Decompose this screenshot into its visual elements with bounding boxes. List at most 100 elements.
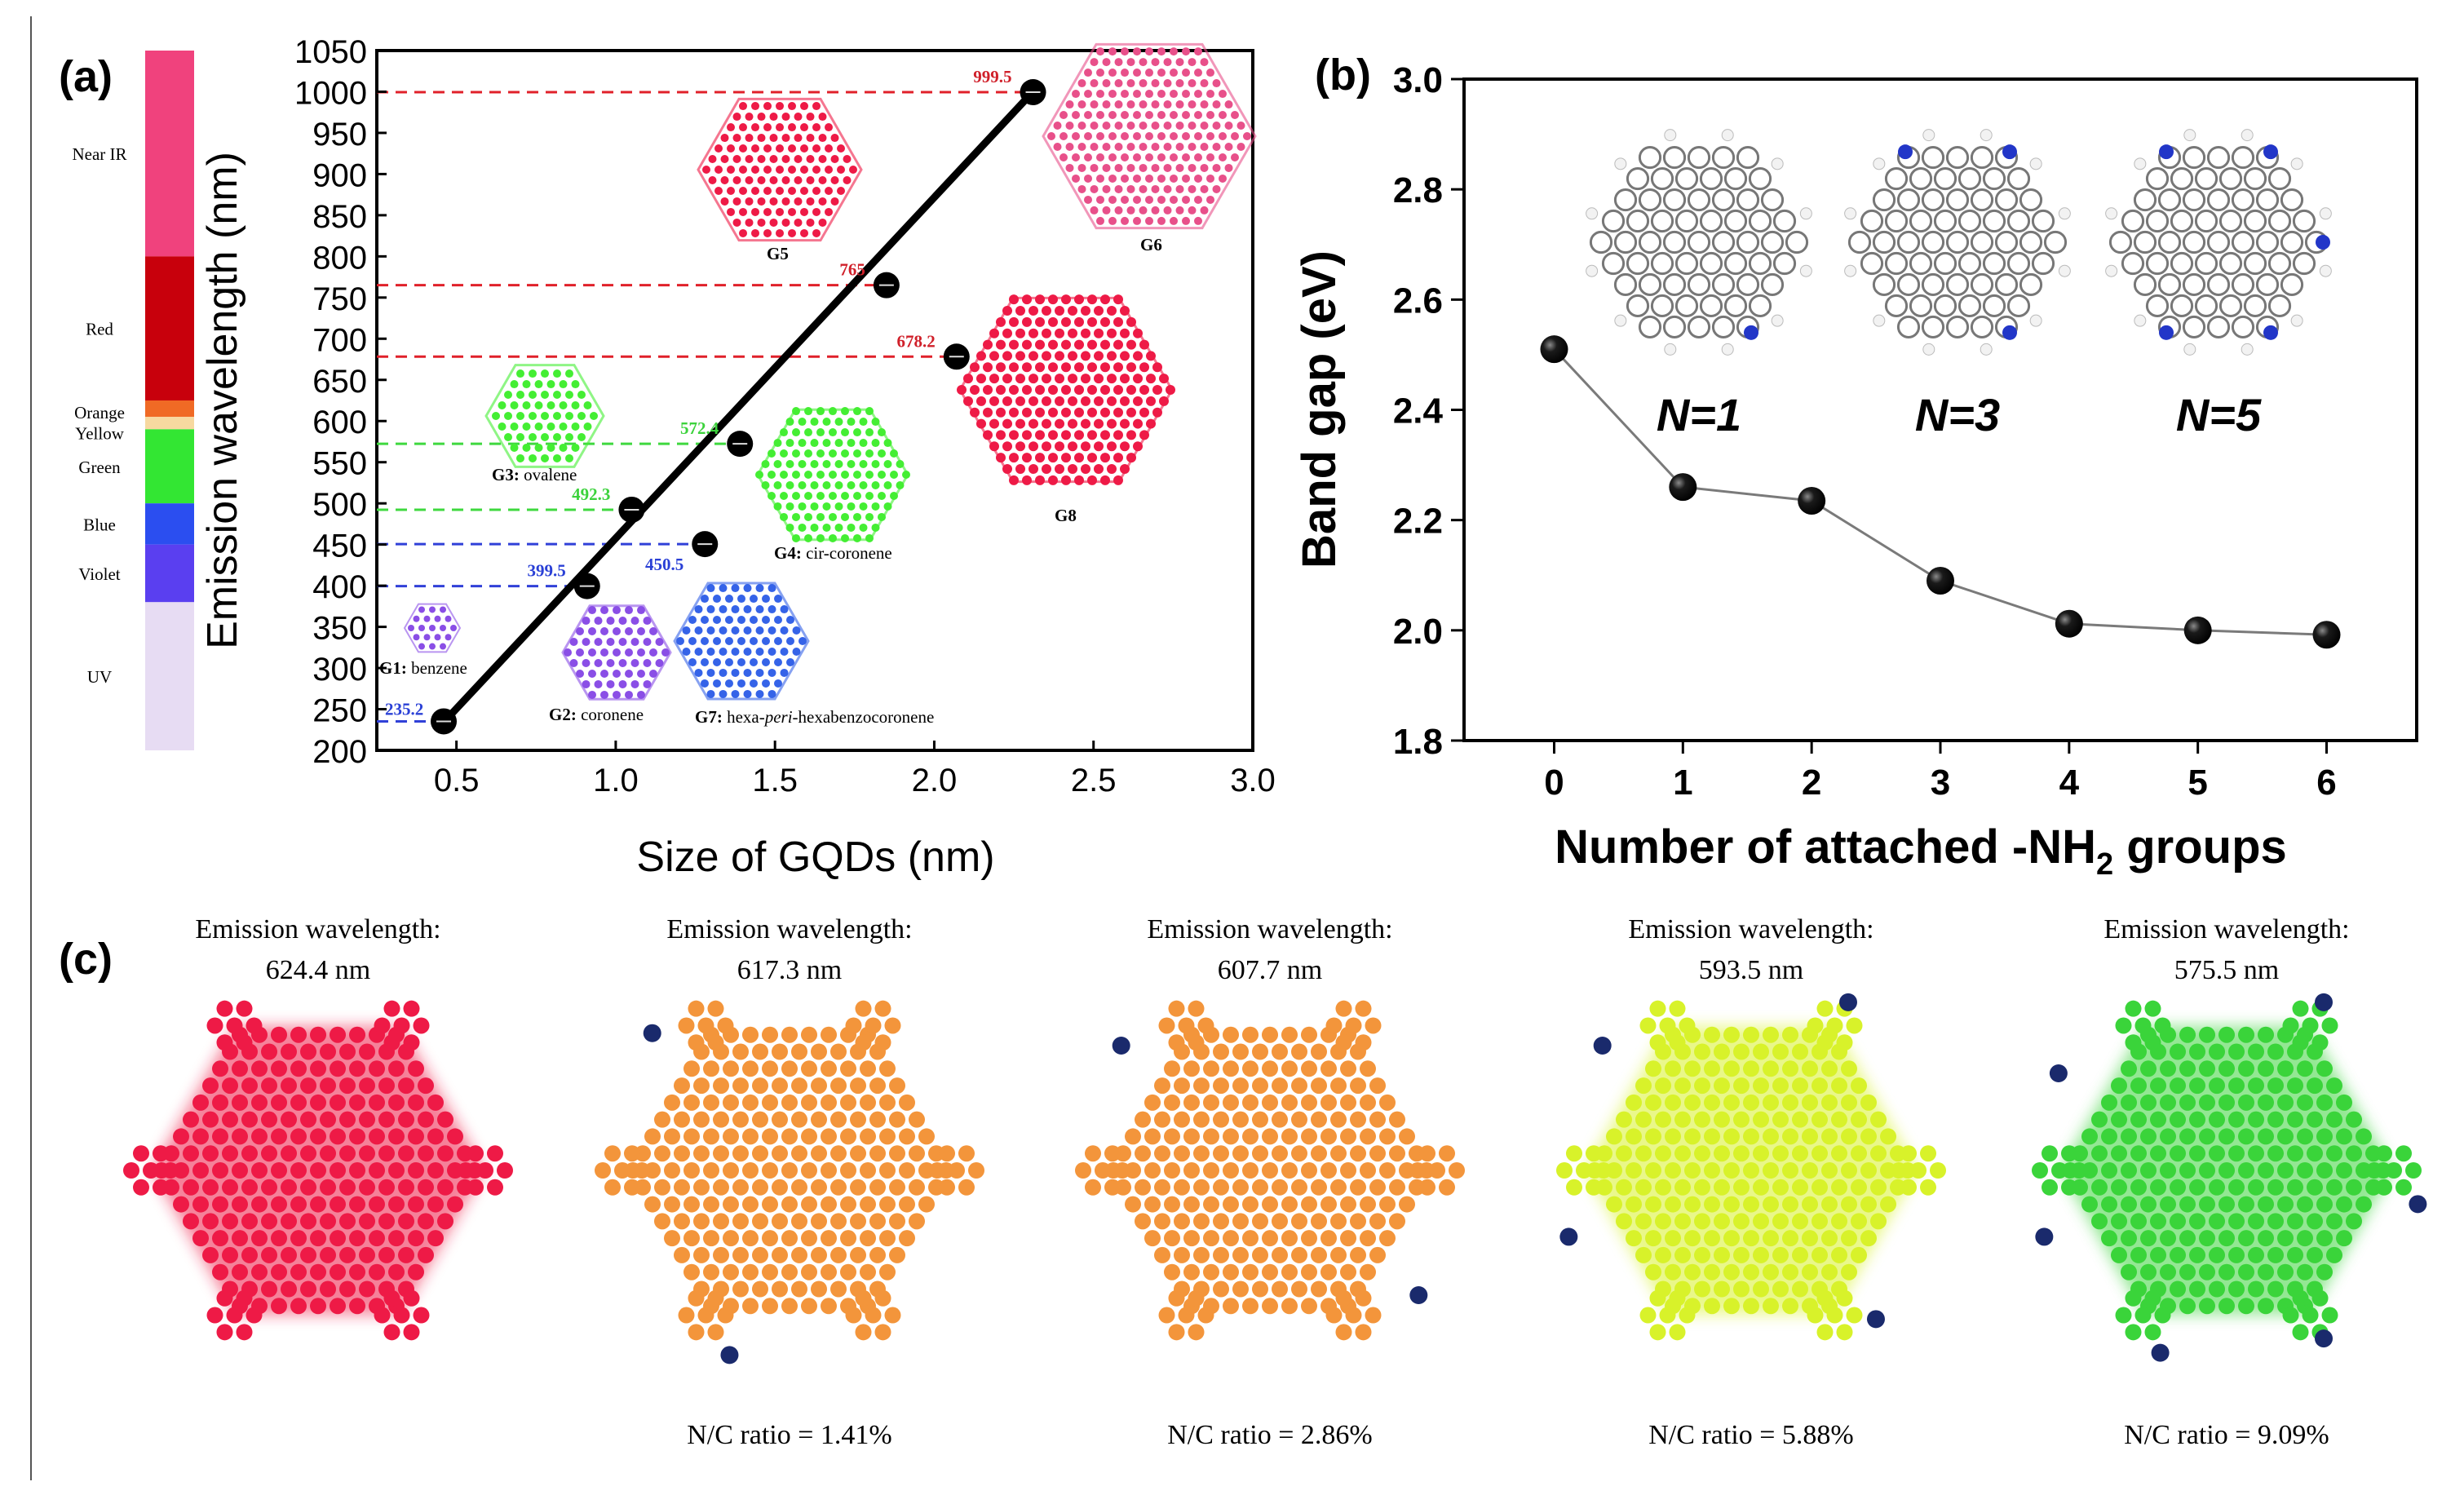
panel-c-arm-atom (403, 1289, 420, 1307)
panel-c-molecule-3-atom (1320, 1162, 1337, 1179)
panel-c-molecule-4-atom (1821, 1162, 1838, 1179)
inset-n1-ring (1772, 209, 1797, 233)
panel-c-molecule-2-atom (821, 1094, 837, 1111)
panel-c-molecule-5-atom (2228, 1111, 2245, 1128)
panel-c-molecule-3-atom (1301, 1162, 1317, 1179)
panel-c-arm-atom (226, 1017, 243, 1034)
panel-c-arm-atom (958, 1145, 975, 1162)
molecule-g4-atom (834, 502, 843, 511)
panel-c-molecule-5-atom (2258, 1230, 2274, 1247)
inset-n3-ring (2043, 230, 2068, 254)
molecule-g6-atom (1108, 132, 1117, 140)
panel-c-arm-atom (477, 1162, 493, 1179)
panel-c-molecule-5-atom (2297, 1162, 2313, 1179)
panel-c-molecule-3-atom (1144, 1230, 1161, 1247)
panel-c-molecule-1-atom (418, 1179, 434, 1196)
inset-n1-ring (1748, 294, 1772, 318)
panel-c-molecule-1-atom (300, 1179, 316, 1196)
panel-c-molecule-4-atom (1626, 1162, 1642, 1179)
inset-n3-ring (1884, 209, 1909, 233)
panel-c-molecule-5-atom (2248, 1111, 2264, 1128)
panel-c-molecule-1-atom (369, 1128, 385, 1145)
molecule-g6-atom (1108, 47, 1117, 56)
molecule-g6-atom (1163, 100, 1172, 109)
molecule-g1-atom (445, 634, 452, 641)
panel-c-molecule-3-atom (1379, 1094, 1396, 1111)
panel-c-molecule-1-atom (339, 1280, 356, 1298)
molecule-g5-atom (757, 155, 766, 164)
panel-c-molecule-5-atom (2130, 1111, 2147, 1128)
panel-c-arm (929, 1145, 984, 1196)
panel-c-molecule-4-atom (1841, 1094, 1857, 1111)
panel-c-arm-atom (1556, 1162, 1573, 1179)
panel-c-molecule-2-atom (674, 1111, 690, 1128)
molecule-g2-atom (643, 638, 652, 647)
molecule-g8-atom (1081, 306, 1090, 316)
molecule-g6-atom (1188, 142, 1197, 151)
molecule-g7-atom (682, 626, 691, 635)
molecule-g6-atom (1200, 58, 1209, 67)
molecule-g6-atom (1182, 216, 1190, 225)
molecule-g4-atom (798, 460, 807, 469)
molecule-g5-atom (776, 166, 784, 174)
inset-n5-nitrogen (2263, 144, 2278, 160)
molecule-g5-atom (800, 228, 808, 237)
panel-c-molecule-2-atom (860, 1094, 876, 1111)
panel-c-molecule-4-atom (1655, 1179, 1671, 1196)
panel-c-molecule-4-atom (1704, 1060, 1720, 1077)
panel-c-molecule-3-atom (1369, 1077, 1386, 1095)
inset-n5-ring (2231, 145, 2255, 170)
panel-c-molecule-3-atom (1213, 1246, 1229, 1263)
panel-c-molecule-2-atom (840, 1263, 856, 1280)
panel-c-arm-atom (2321, 1307, 2338, 1324)
panel-c-molecule-3-atom (1350, 1077, 1366, 1095)
panel-c-molecule-5-atom (2248, 1246, 2264, 1263)
molecule-g8-atom (1042, 396, 1051, 406)
molecule-g6-atom (1133, 90, 1141, 99)
molecule-g6-atom (1200, 142, 1209, 151)
molecule-g8-atom (1009, 385, 1019, 395)
molecule-g4-atom (829, 428, 837, 437)
panel-c-molecule-2-atom (752, 1077, 768, 1095)
molecule-g8-atom (1146, 396, 1156, 406)
panel-c-arm-atom (1439, 1145, 1455, 1162)
inset-n5-ring (2194, 166, 2218, 191)
molecule-g8-atom (1061, 385, 1071, 395)
panel-c-molecule-1-atom (281, 1077, 297, 1095)
molecule-g7-atom (743, 584, 752, 593)
panel-c-molecule-4-atom (1782, 1026, 1798, 1043)
panel-c-molecule-4-atom (1694, 1280, 1710, 1298)
molecule-g8-atom (1029, 374, 1038, 384)
molecule-g6-atom (1219, 90, 1227, 99)
panel-c-molecule-3-atom (1330, 1111, 1347, 1128)
panel-c-arm-atom (153, 1145, 169, 1162)
molecule-g8-atom (1107, 441, 1117, 452)
panel-c-molecule-5-atom (2209, 1179, 2225, 1196)
panel-c-molecule-1-atom (241, 1213, 258, 1230)
molecule-g6-atom (1194, 111, 1202, 120)
panel-c-molecule-4-atom (1792, 1145, 1808, 1162)
panel-c-arm (206, 1289, 263, 1341)
molecule-g6-atom (1084, 132, 1092, 140)
molecule-g4-atom (822, 418, 831, 427)
emission-heading: Emission wavelength: (1628, 914, 1873, 944)
molecule-g3-atom (553, 412, 561, 420)
molecule-g8-atom (1113, 362, 1123, 373)
panel-c-molecule-4-atom (1812, 1213, 1828, 1230)
molecule-g8-atom (1022, 294, 1032, 305)
molecule-g8-atom (1087, 430, 1097, 440)
panel-c-molecule-5-atom (2346, 1111, 2362, 1128)
molecule-g2-atom (588, 627, 596, 636)
panel-c-molecule-1-atom (398, 1179, 414, 1196)
panel-c-molecule-4-atom (1733, 1077, 1750, 1095)
molecule-g5-atom (757, 218, 766, 227)
panel-c-arm-atom (2395, 1145, 2412, 1162)
molecule-g6-atom (1212, 122, 1221, 130)
inset-n5-ring (2280, 230, 2304, 254)
molecule-g8-atom (1107, 328, 1117, 338)
panel-b: (b) 1.82.02.22.42.62.83.00 1 2 3 4 5 6 N=1 N=3… (1293, 51, 2418, 882)
panel-c-arm (2366, 1145, 2422, 1196)
inset-n5-ring (2121, 209, 2145, 233)
panel-c-molecule-4-atom (1694, 1179, 1710, 1196)
panel-c-molecule-1-atom (359, 1077, 375, 1095)
